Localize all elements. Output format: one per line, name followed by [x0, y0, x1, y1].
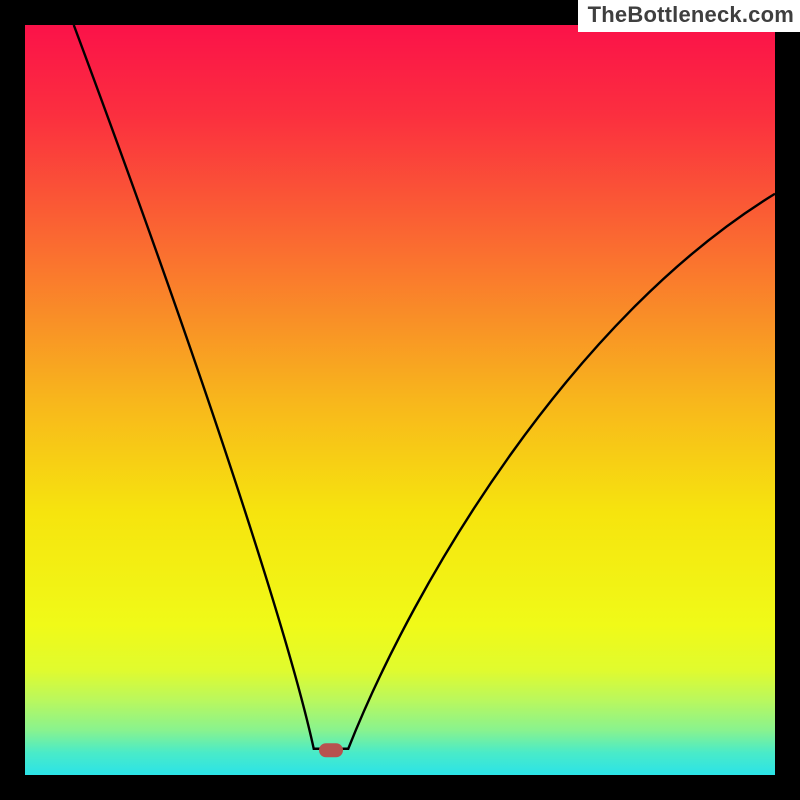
watermark-text: TheBottleneck.com: [578, 0, 800, 32]
plot-background: [25, 25, 775, 775]
bottleneck-marker: [319, 743, 343, 757]
bottleneck-chart: [0, 0, 800, 800]
